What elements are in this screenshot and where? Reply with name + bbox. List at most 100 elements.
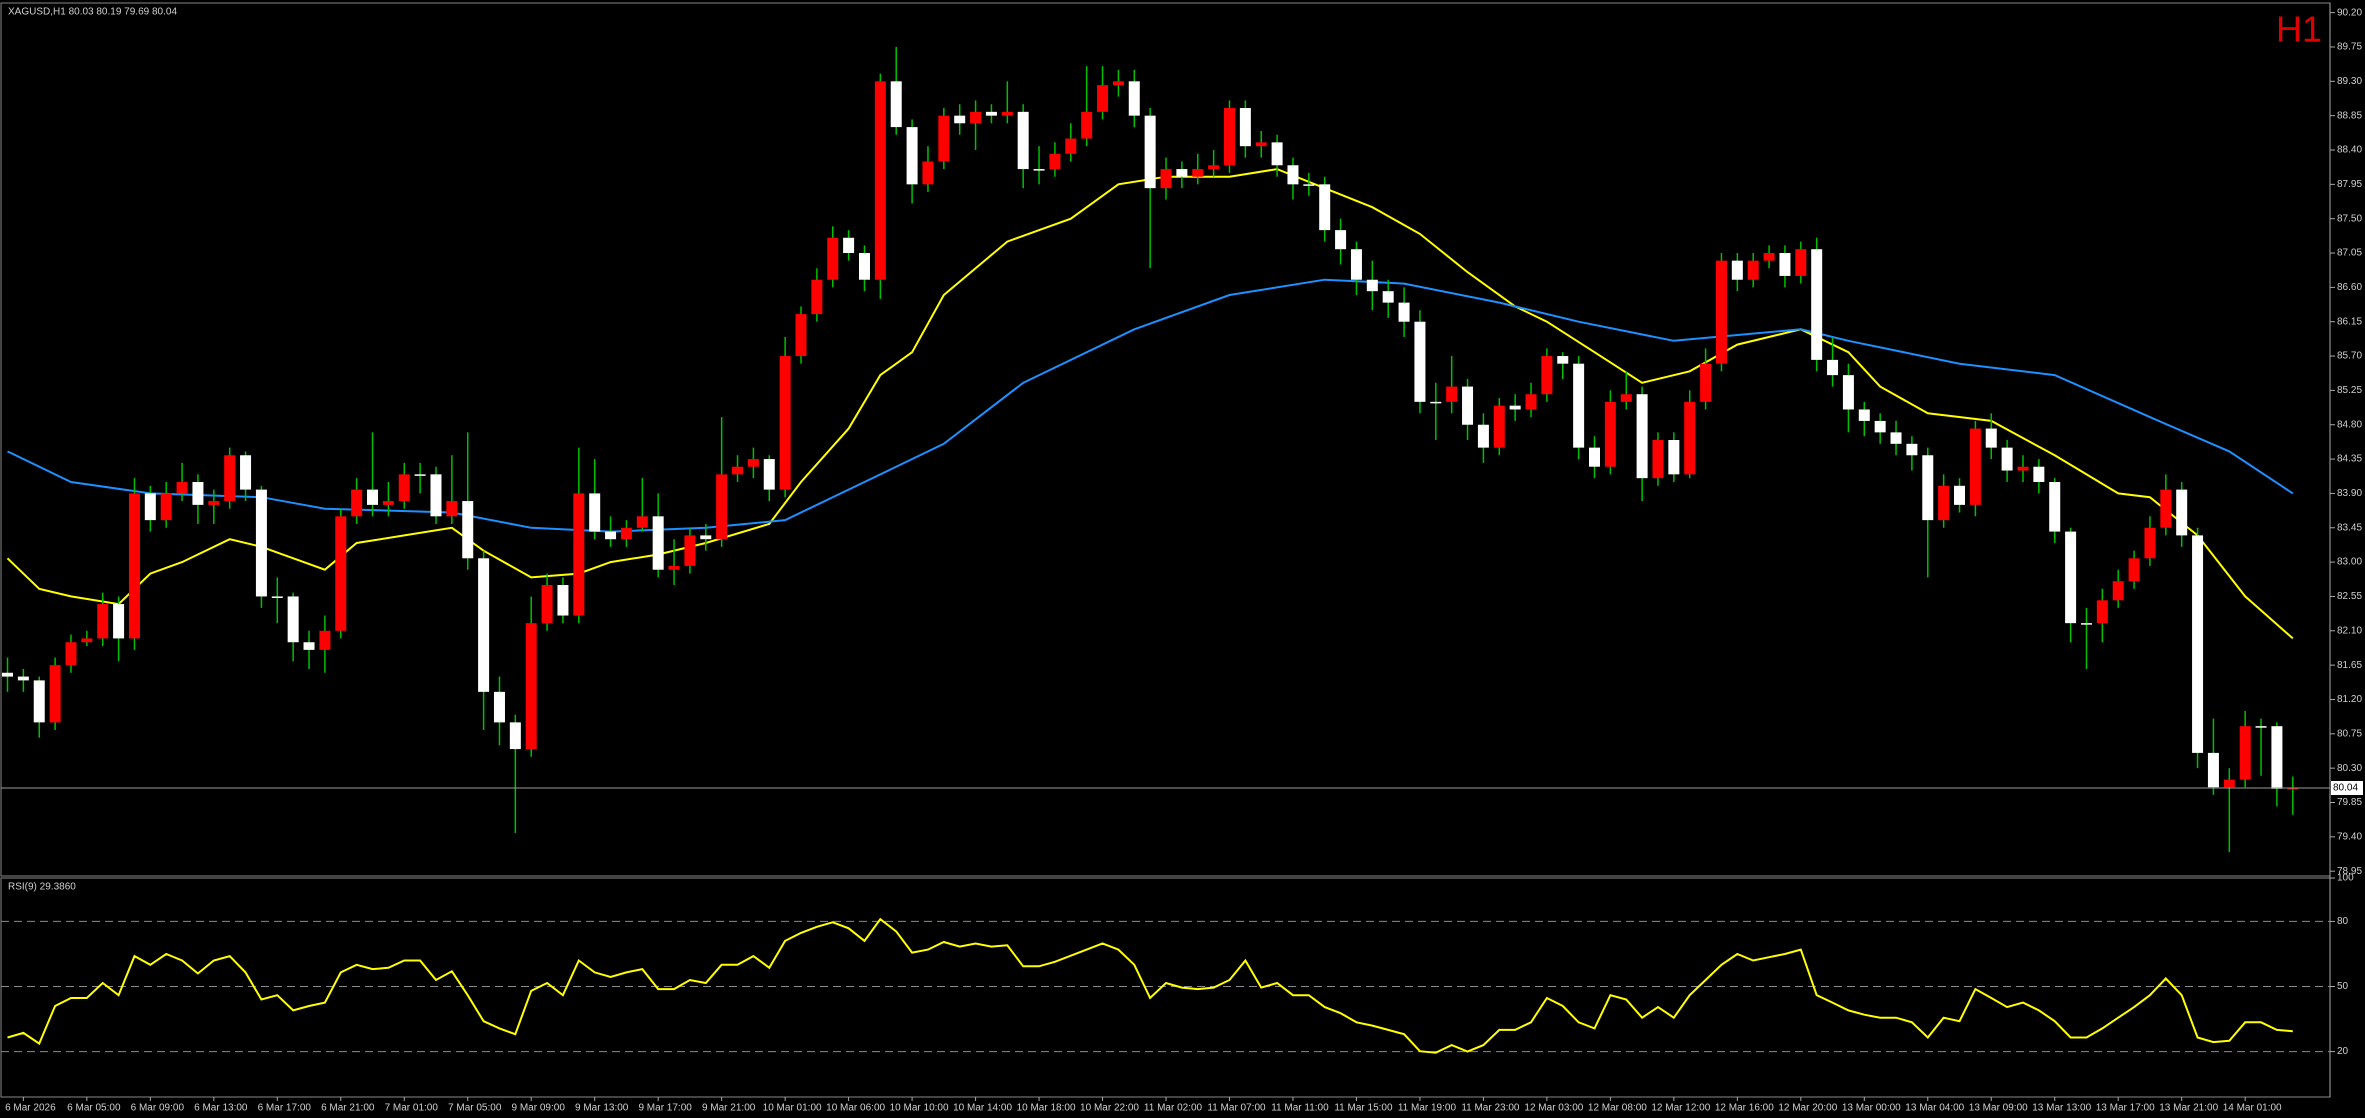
candle-body (2144, 527, 2156, 559)
candle-body (557, 585, 569, 616)
rsi-panel-border (0, 877, 2331, 1098)
y-tick-label: 86.60 (2337, 282, 2362, 293)
x-tick-label: 6 Mar 05:00 (67, 1103, 121, 1114)
candle-body (1604, 401, 1616, 467)
candle-body (1827, 359, 1839, 376)
candle-body (1446, 386, 1458, 402)
candle-body (1414, 321, 1426, 402)
candle-body (1557, 356, 1569, 364)
x-tick-label: 7 Mar 01:00 (385, 1103, 439, 1114)
x-tick-label: 13 Mar 09:00 (1969, 1103, 2028, 1114)
candle-body (398, 474, 410, 502)
y-tick-label: 88.40 (2337, 145, 2362, 156)
y-tick-label: 81.20 (2337, 694, 2362, 705)
candle-body (636, 516, 648, 528)
candle-body (65, 642, 77, 666)
candle-body (1112, 81, 1124, 86)
candle-body (795, 314, 807, 357)
candle-body (1477, 424, 1489, 448)
candle-body (668, 565, 680, 570)
x-tick-label: 12 Mar 20:00 (1778, 1103, 1837, 1114)
candle-body (2160, 489, 2172, 528)
candle-body (2287, 788, 2299, 790)
candle-body (1144, 115, 1156, 189)
candle-body (1319, 184, 1331, 231)
candle-body (620, 527, 632, 540)
candle-body (589, 493, 601, 532)
candle-body (2080, 623, 2092, 625)
candle-body (684, 535, 696, 566)
candle-body (1049, 153, 1061, 170)
x-tick-label: 13 Mar 13:00 (2032, 1103, 2091, 1114)
candle-body (1922, 455, 1934, 521)
y-tick-label: 83.45 (2337, 522, 2362, 533)
candle-body (1223, 108, 1235, 166)
candle-body (747, 459, 759, 467)
x-tick-label: 12 Mar 03:00 (1524, 1103, 1583, 1114)
y-tick-label: 87.95 (2337, 179, 2362, 190)
candle-body (1985, 428, 1997, 448)
chart-title: XAGUSD,H1 80.03 80.19 79.69 80.04 (8, 7, 177, 18)
candle-body (541, 585, 553, 624)
candle-body (1271, 142, 1283, 166)
y-tick-label: 50 (2337, 981, 2349, 992)
candle-body (128, 493, 140, 639)
y-tick-label: 79.40 (2337, 831, 2362, 842)
candle-body (208, 501, 220, 505)
candle-body (1747, 260, 1759, 280)
y-tick-label: 87.50 (2337, 213, 2362, 224)
candle-body (1509, 405, 1521, 410)
candle-body (2176, 489, 2188, 536)
candle-body (351, 489, 363, 517)
candle-body (1350, 249, 1362, 280)
y-tick-label: 80.30 (2337, 763, 2362, 774)
y-tick-label: 84.35 (2337, 454, 2362, 465)
candle-body (2255, 726, 2267, 728)
candle-body (1525, 394, 1537, 410)
x-tick-label: 6 Mar 21:00 (321, 1103, 375, 1114)
candle-body (1731, 260, 1743, 280)
y-tick-label: 89.30 (2337, 76, 2362, 87)
candle-body (509, 722, 521, 750)
x-tick-label: 10 Mar 06:00 (826, 1103, 885, 1114)
x-tick-label: 11 Mar 15:00 (1334, 1103, 1393, 1114)
y-tick-label: 82.55 (2337, 591, 2362, 602)
candle-body (493, 691, 505, 723)
candle-body (652, 516, 664, 570)
x-tick-label: 11 Mar 07:00 (1207, 1103, 1266, 1114)
candle-body (367, 489, 379, 505)
timeframe-annotation: H1 (2276, 9, 2322, 50)
x-tick-label: 12 Mar 12:00 (1651, 1103, 1710, 1114)
y-tick-label: 80 (2337, 916, 2349, 927)
candle-body (49, 665, 61, 723)
candle-body (382, 501, 394, 505)
candle-body (843, 237, 855, 254)
x-tick-label: 12 Mar 16:00 (1715, 1103, 1774, 1114)
candle-body (1636, 394, 1648, 479)
candle-body (2065, 531, 2077, 624)
candle-body (732, 466, 744, 475)
candle-body (430, 474, 442, 517)
candle-body (1462, 386, 1474, 425)
candle-body (240, 455, 252, 490)
current-price-label: 80.04 (2333, 783, 2358, 794)
candle-body (1398, 302, 1410, 322)
x-tick-label: 10 Mar 10:00 (890, 1103, 949, 1114)
candle-body (605, 531, 617, 540)
candle-body (1382, 291, 1394, 303)
x-tick-label: 14 Mar 01:00 (2223, 1103, 2282, 1114)
candle-body (954, 115, 966, 124)
x-tick-label: 6 Mar 2026 (5, 1103, 56, 1114)
candle-body (1065, 138, 1077, 154)
y-tick-label: 89.75 (2337, 42, 2362, 53)
candle-body (525, 623, 537, 750)
y-tick-label: 87.05 (2337, 248, 2362, 259)
candle-body (2049, 481, 2061, 532)
y-tick-label: 83.90 (2337, 488, 2362, 499)
candle-body (446, 501, 458, 517)
candle-body (1652, 440, 1664, 479)
candle-body (1938, 485, 1950, 521)
x-tick-label: 10 Mar 22:00 (1080, 1103, 1139, 1114)
candle-body (1128, 81, 1140, 116)
